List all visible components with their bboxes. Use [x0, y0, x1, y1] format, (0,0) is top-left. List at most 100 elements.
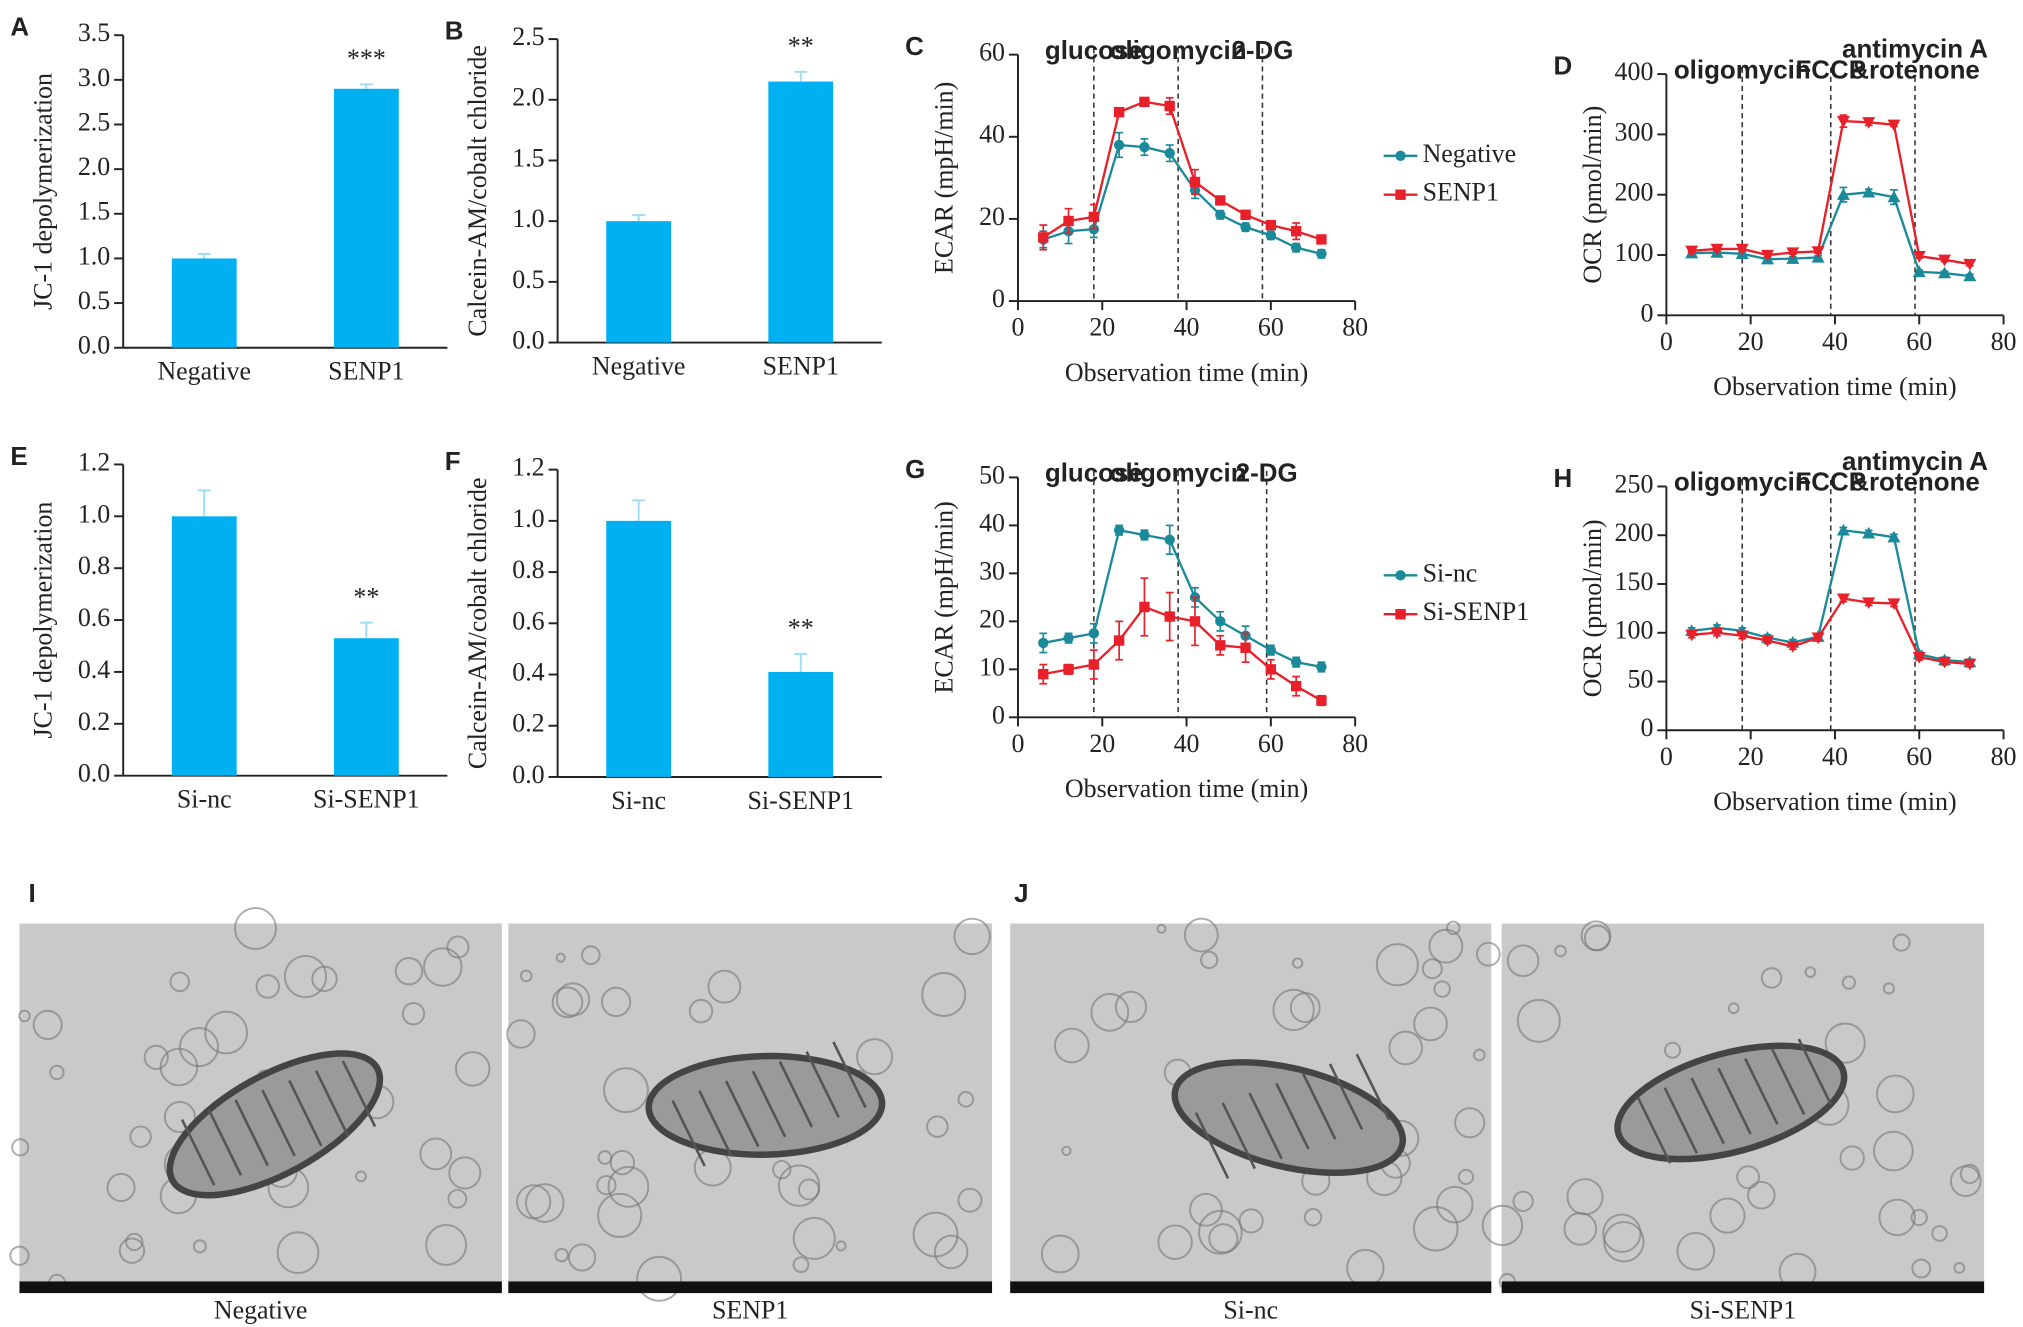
cristae: [341, 1060, 377, 1128]
point: [1164, 534, 1175, 545]
texture: [1709, 1197, 1746, 1234]
series-line: [1691, 191, 1970, 278]
point: [1038, 637, 1049, 649]
texture: [1872, 1130, 1914, 1172]
texture: [926, 1115, 949, 1138]
cristae: [1690, 1077, 1725, 1145]
texture: [636, 1255, 683, 1302]
point: [1139, 141, 1150, 153]
significance-label: ***: [347, 44, 386, 73]
point: [1761, 249, 1775, 262]
x-tick-label: 80: [1342, 729, 1368, 758]
y-tick-label: 2.5: [78, 107, 110, 136]
texture: [1413, 1006, 1448, 1042]
point: [1836, 115, 1850, 128]
cristae: [1275, 1082, 1310, 1150]
legend-symbol: [1395, 189, 1406, 200]
point: [1735, 630, 1749, 643]
texture: [1481, 1204, 1524, 1247]
texture: [159, 1047, 199, 1087]
y-tick-label: 0.4: [512, 657, 544, 686]
point: [1316, 248, 1327, 260]
texture: [192, 1239, 207, 1254]
treatment-label: &rotenone: [1850, 56, 1980, 84]
texture: [707, 969, 742, 1004]
y-tick-label: 0.0: [78, 331, 110, 360]
y-tick-label: 20: [979, 604, 1005, 633]
scale-strip: [19, 1281, 502, 1294]
cristae: [1770, 1048, 1806, 1115]
legend-label: Si-SENP1: [1423, 597, 1530, 626]
y-tick-label: 50: [1627, 664, 1653, 693]
point: [1164, 100, 1175, 112]
texture: [856, 1038, 894, 1076]
point: [1240, 221, 1251, 233]
panel-letter: A: [10, 14, 29, 42]
micrograph: [506, 917, 993, 1302]
cristae: [180, 1118, 216, 1186]
point: [1887, 530, 1901, 543]
y-tick-label: 30: [979, 556, 1005, 585]
texture: [1516, 998, 1561, 1043]
texture: [835, 1240, 847, 1252]
texture: [1061, 1145, 1072, 1157]
mitochondrion: [1614, 1042, 1848, 1163]
texture: [1292, 957, 1304, 969]
texture: [355, 1170, 367, 1183]
y-tick-label: 100: [1615, 238, 1654, 267]
texture: [1457, 1168, 1475, 1186]
point: [1113, 139, 1125, 151]
y-tick-label: 200: [1615, 178, 1654, 207]
point: [1113, 635, 1125, 646]
texture: [1454, 1107, 1486, 1139]
texture: [554, 1247, 569, 1263]
texture: [1200, 950, 1219, 970]
panel-letter: B: [445, 17, 464, 45]
panel-letter: F: [445, 448, 461, 476]
panel-letter: J: [1014, 880, 1028, 908]
point: [1189, 176, 1201, 188]
micrograph: [1010, 917, 1501, 1294]
texture: [953, 917, 991, 956]
y-tick-label: 0.8: [78, 551, 110, 580]
treatment-label: antimycin A: [1842, 448, 1988, 476]
y-tick-label: 400: [1615, 57, 1654, 86]
cristae: [288, 1079, 323, 1147]
point: [1836, 523, 1850, 536]
texture: [125, 1232, 144, 1252]
mitochondrion: [166, 1050, 384, 1199]
texture: [1238, 1208, 1264, 1234]
texture: [1841, 975, 1857, 990]
texture: [1183, 917, 1219, 953]
texture: [234, 907, 277, 950]
texture: [1664, 1041, 1682, 1059]
legend-symbol: [1395, 609, 1406, 620]
cristae: [314, 1070, 350, 1137]
series-line: [1042, 143, 1322, 255]
texture: [600, 986, 632, 1018]
scale-strip: [508, 1281, 993, 1294]
y-tick-label: 100: [1615, 616, 1654, 645]
y-tick-label: 10: [979, 652, 1005, 681]
texture: [1090, 992, 1130, 1032]
y-tick-label: 1.0: [78, 499, 110, 528]
point: [1887, 119, 1901, 132]
bar: [171, 516, 237, 776]
series-line: [1691, 597, 1970, 666]
point: [1290, 656, 1302, 668]
point: [1240, 642, 1251, 653]
texture: [957, 1187, 983, 1213]
x-tick-label: 40: [1822, 742, 1848, 771]
texture: [178, 1026, 220, 1068]
y-tick-label: 250: [1615, 469, 1654, 498]
texture: [1911, 1258, 1932, 1279]
x-tick-label: 0: [1660, 742, 1673, 771]
texture: [1473, 1048, 1486, 1062]
point: [1240, 209, 1251, 220]
y-tick-label: 3.0: [78, 63, 110, 92]
x-tick-label: Si-SENP1: [313, 785, 420, 814]
cristae: [234, 1099, 269, 1167]
point: [1912, 651, 1926, 664]
x-tick-label: Negative: [592, 351, 686, 380]
